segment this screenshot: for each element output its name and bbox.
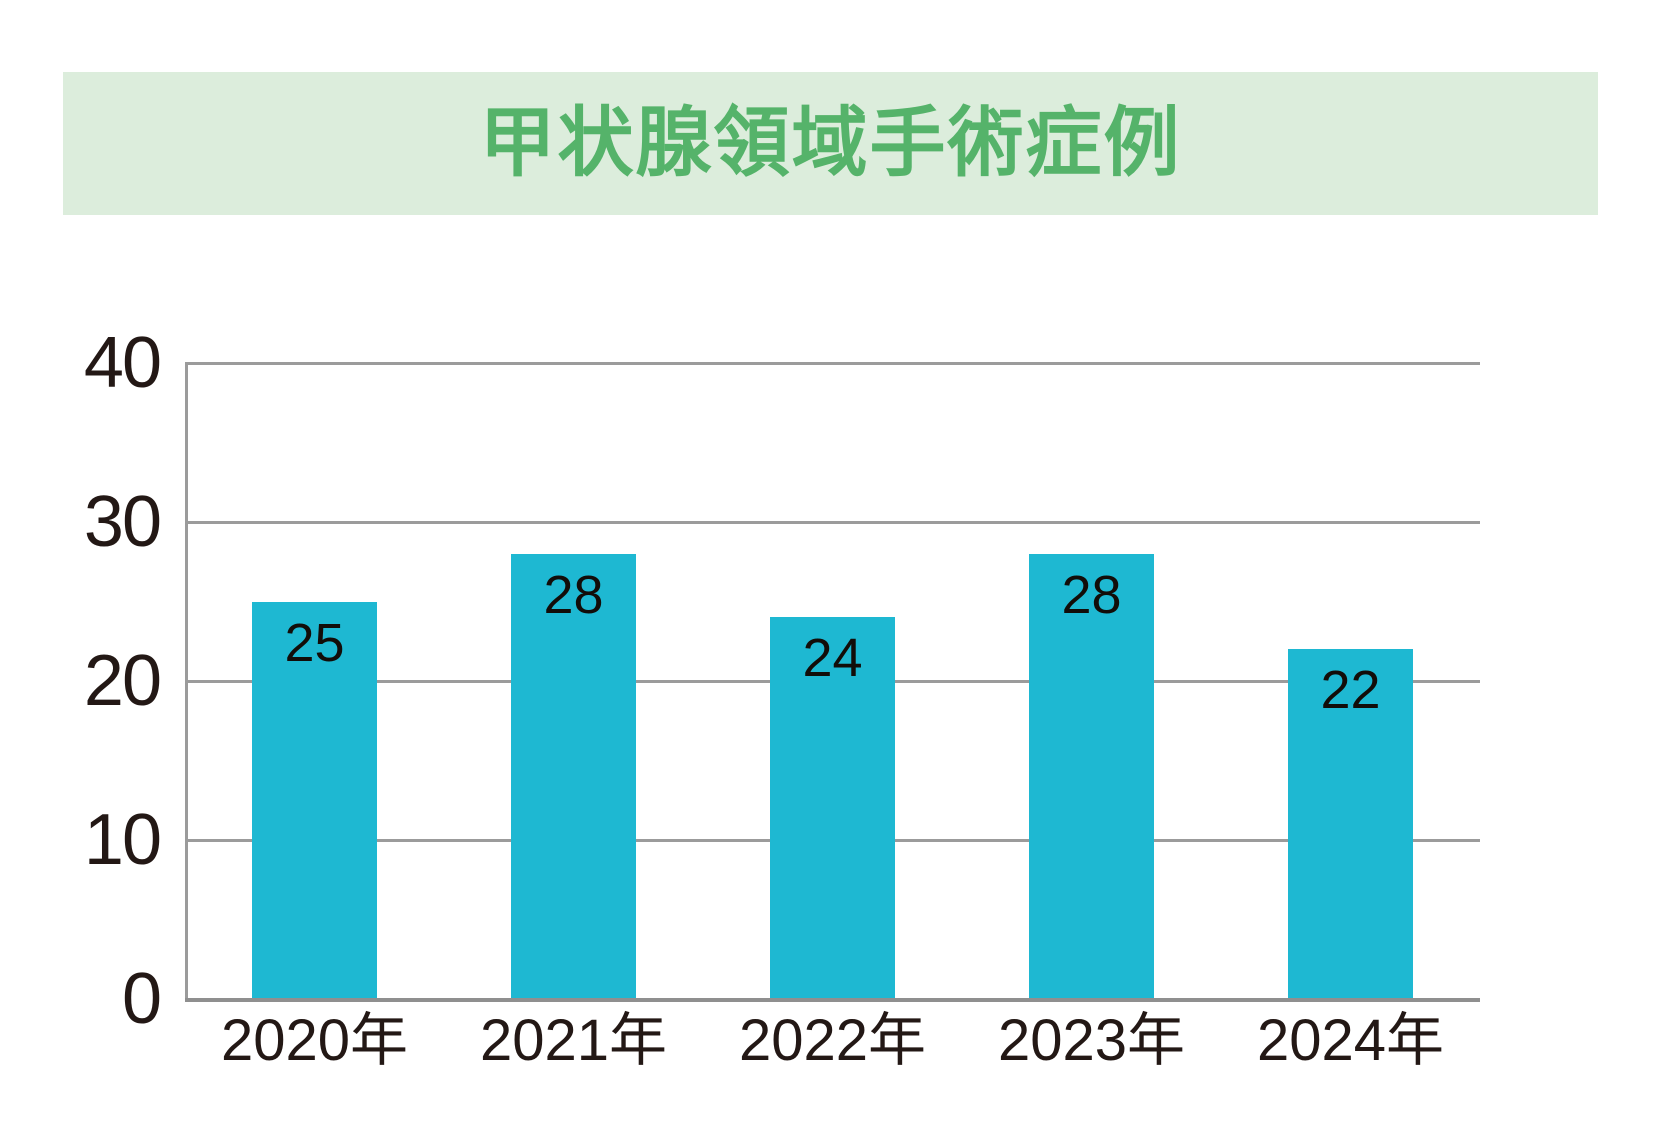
bar-value-label: 24 [802,628,863,689]
y-tick-label: 10 [83,800,162,880]
bar: 25 [252,601,377,999]
bar-slot: 28 [444,363,703,999]
x-tick-label: 2023年 [997,1008,1186,1073]
y-axis-labels: 0 10 20 30 40 [0,327,162,1035]
x-axis-labels: 2020年 2021年 2022年 2023年 2024年 [185,1012,1480,1070]
bar-slot: 28 [962,363,1221,999]
bar-value-label: 28 [543,564,604,625]
title-banner: 甲状腺領域手術症例 [63,72,1598,215]
bar: 28 [511,553,636,999]
bar-slot: 22 [1221,363,1480,999]
x-tick-label: 2024年 [1256,1008,1445,1073]
bar-value-label: 22 [1320,660,1381,721]
x-tick-label: 2022年 [738,1008,927,1073]
chart-title: 甲状腺領域手術症例 [479,100,1182,186]
y-tick-label: 30 [83,482,162,562]
bar-value-label: 25 [284,612,345,673]
bar: 28 [1029,553,1154,999]
bar: 22 [1288,649,1413,999]
y-axis-line [185,362,188,1002]
bar-slot: 25 [185,363,444,999]
y-tick-label: 0 [121,959,162,1039]
gridline [185,520,1480,524]
bar-value-label: 28 [1061,564,1122,625]
bar: 24 [770,617,895,999]
y-tick-label: 20 [83,641,162,721]
bar-slot: 24 [703,363,962,999]
gridline [185,361,1480,365]
bar-series: 25 28 24 28 22 [185,363,1480,999]
y-tick-label: 40 [83,323,162,403]
x-tick-label: 2021年 [479,1008,668,1073]
plot-area: 25 28 24 28 22 [185,361,1480,999]
x-tick-label: 2020年 [220,1008,409,1073]
x-axis-line [185,998,1480,1002]
